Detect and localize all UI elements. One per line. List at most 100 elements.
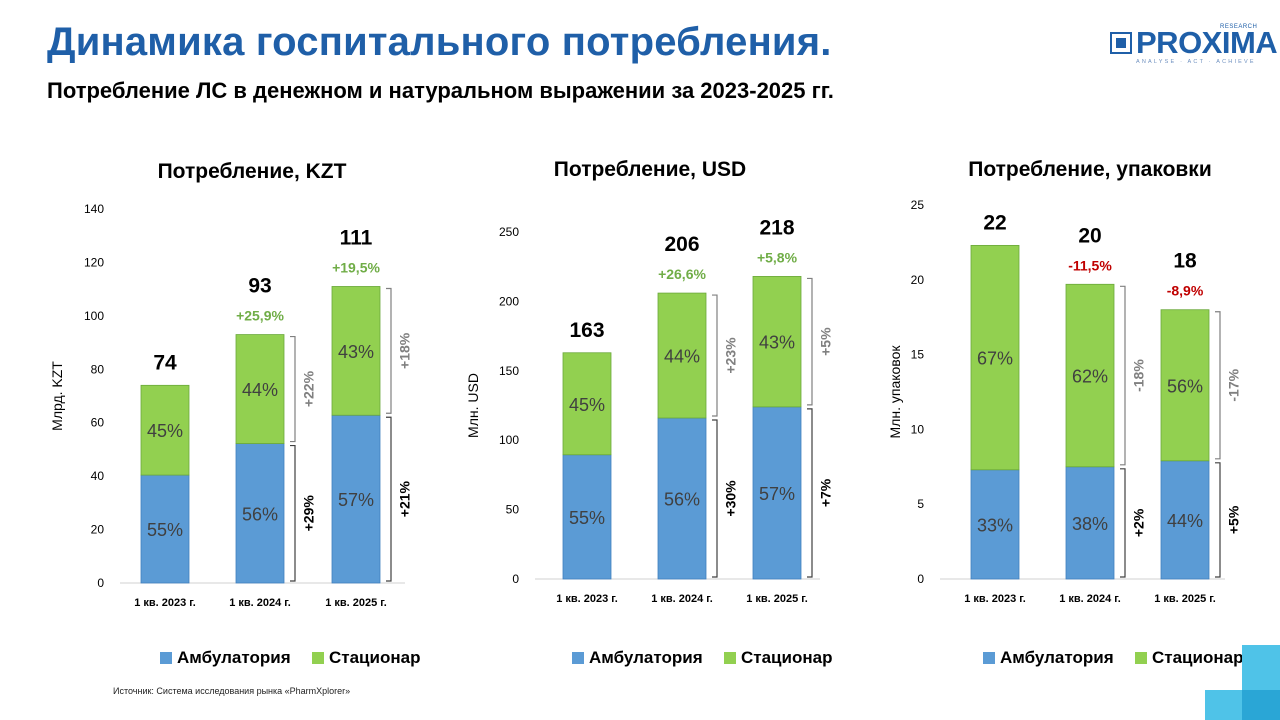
bar-stacionar: [331, 286, 381, 416]
bar-ambulatoria: [1065, 466, 1115, 580]
bar-stacionar: [970, 244, 1020, 471]
y-tick-label: 10: [911, 422, 925, 436]
y-tick-label: 40: [91, 469, 105, 483]
logo-wordmark: PROXIMA: [1136, 25, 1278, 60]
pct-label-stacionar: 45%: [147, 421, 183, 441]
bar-stacionar: [1160, 309, 1210, 462]
legend-swatch-ambulatoria: [983, 652, 995, 664]
y-tick-label: 15: [911, 348, 925, 362]
x-tick-label: 1 кв. 2025 г.: [325, 597, 387, 609]
y-tick-label: 140: [84, 202, 104, 216]
pct-label-stacionar: 43%: [759, 333, 795, 353]
legend-swatch-stacionar: [1135, 652, 1147, 664]
bracket-ambulatoria: [386, 416, 392, 582]
bar-stacionar: [140, 384, 190, 476]
page-subtitle: Потребление ЛС в денежном и натуральном …: [47, 78, 834, 103]
y-tick-label: 200: [499, 294, 519, 308]
y-tick-label: 100: [499, 433, 519, 447]
chart-title: Потребление, KZT: [158, 160, 347, 183]
segment-growth-stacionar: -18%: [1131, 359, 1147, 392]
y-tick-label: 80: [91, 362, 105, 376]
legend-swatch-ambulatoria: [572, 652, 584, 664]
chart-title: Потребление, USD: [554, 158, 746, 181]
legend-swatch-stacionar: [724, 652, 736, 664]
pct-label-ambulatoria: 57%: [759, 484, 795, 504]
x-tick-label: 1 кв. 2024 г.: [229, 597, 291, 609]
total-label: 93: [248, 275, 271, 298]
chart-packages: Потребление, упаковки Млн. упаковок 0 5 10 15…: [870, 140, 1280, 685]
legend-label-stacionar: Стационар: [1152, 648, 1243, 667]
bracket-ambulatoria: [712, 419, 718, 578]
legend-swatch-ambulatoria: [160, 652, 172, 664]
segment-growth-ambulatoria: +7%: [818, 478, 834, 507]
y-tick-label: 250: [499, 225, 519, 239]
chart-title: Потребление, упаковки: [968, 158, 1211, 181]
y-axis-label: Млн. упаковок: [887, 345, 903, 439]
pct-label-stacionar: 45%: [569, 395, 605, 415]
page-title: Динамика госпитального потребления.: [47, 20, 832, 64]
bar-stacionar: [562, 352, 612, 456]
pct-label-stacionar: 44%: [242, 380, 278, 400]
bar-ambulatoria: [562, 454, 612, 580]
bracket-stacionar: [386, 287, 392, 414]
x-tick-label: 1 кв. 2025 г.: [1154, 593, 1216, 605]
y-tick-label: 0: [97, 576, 104, 590]
bracket-stacionar: [1120, 285, 1126, 466]
chart-svg: Потребление, KZT Млрд. KZT 0 20 40 60 80 100 120…: [49, 160, 420, 667]
legend-label-ambulatoria: Амбулатория: [1000, 648, 1114, 667]
bar-ambulatoria: [331, 414, 381, 584]
logo-square-icon: [1110, 32, 1132, 54]
bar-ambulatoria: [140, 474, 190, 584]
total-label: 22: [983, 211, 1006, 234]
growth-label: -11,5%: [1068, 257, 1112, 273]
segment-growth-stacionar: +18%: [397, 332, 413, 369]
legend-label-ambulatoria: Амбулатория: [177, 648, 291, 667]
legend-swatch-stacionar: [312, 652, 324, 664]
x-tick-label: 1 кв. 2024 г.: [651, 593, 713, 605]
y-tick-label: 20: [911, 273, 925, 287]
bar-stacionar: [752, 276, 802, 408]
y-tick-label: 60: [91, 416, 105, 430]
bar-stacionar: [1065, 283, 1115, 468]
segment-growth-ambulatoria: +30%: [723, 480, 739, 517]
segment-growth-ambulatoria: +21%: [397, 480, 413, 517]
segment-growth-stacionar: +22%: [301, 370, 317, 407]
pct-label-ambulatoria: 55%: [569, 508, 605, 528]
logo-tagline: ANALYSE · ACT · ACHIEVE: [1136, 59, 1256, 65]
bracket-ambulatoria: [807, 408, 813, 578]
y-tick-label: 100: [84, 309, 104, 323]
bracket-stacionar: [290, 335, 296, 443]
bar-stacionar: [235, 334, 285, 444]
legend-label-stacionar: Стационар: [329, 648, 420, 667]
chart-kzt: Потребление, KZT Млрд. KZT 0 20 40 60 80 100 120…: [40, 140, 450, 685]
pct-label-stacionar: 56%: [1167, 376, 1203, 396]
bracket-stacionar: [807, 277, 813, 406]
pct-label-ambulatoria: 33%: [977, 515, 1013, 535]
y-tick-label: 0: [512, 572, 519, 586]
total-label: 163: [569, 319, 604, 342]
bracket-ambulatoria: [1215, 462, 1221, 578]
y-axis-label: Млн. USD: [465, 373, 481, 438]
pct-label-ambulatoria: 44%: [1167, 511, 1203, 531]
x-tick-label: 1 кв. 2024 г.: [1059, 593, 1121, 605]
segment-growth-stacionar: +23%: [723, 337, 739, 374]
corner-accent-icon: [1205, 645, 1280, 720]
pct-label-ambulatoria: 55%: [147, 520, 183, 540]
segment-growth-ambulatoria: +29%: [301, 495, 317, 532]
logo-research: RESEARCH: [1220, 24, 1258, 30]
legend-label-ambulatoria: Амбулатория: [589, 648, 703, 667]
total-label: 206: [664, 233, 699, 256]
bar-ambulatoria: [1160, 460, 1210, 580]
pct-label-ambulatoria: 56%: [242, 504, 278, 524]
pct-label-ambulatoria: 56%: [664, 489, 700, 509]
y-axis-label: Млрд. KZT: [49, 361, 65, 431]
bracket-stacionar: [1215, 311, 1221, 460]
growth-label: +25,9%: [236, 308, 284, 324]
y-tick-label: 120: [84, 255, 104, 269]
pct-label-stacionar: 67%: [977, 349, 1013, 369]
pct-label-stacionar: 44%: [664, 347, 700, 367]
y-tick-label: 150: [499, 364, 519, 378]
bar-ambulatoria: [657, 417, 707, 580]
x-tick-label: 1 кв. 2025 г.: [746, 593, 808, 605]
total-label: 111: [340, 226, 373, 249]
